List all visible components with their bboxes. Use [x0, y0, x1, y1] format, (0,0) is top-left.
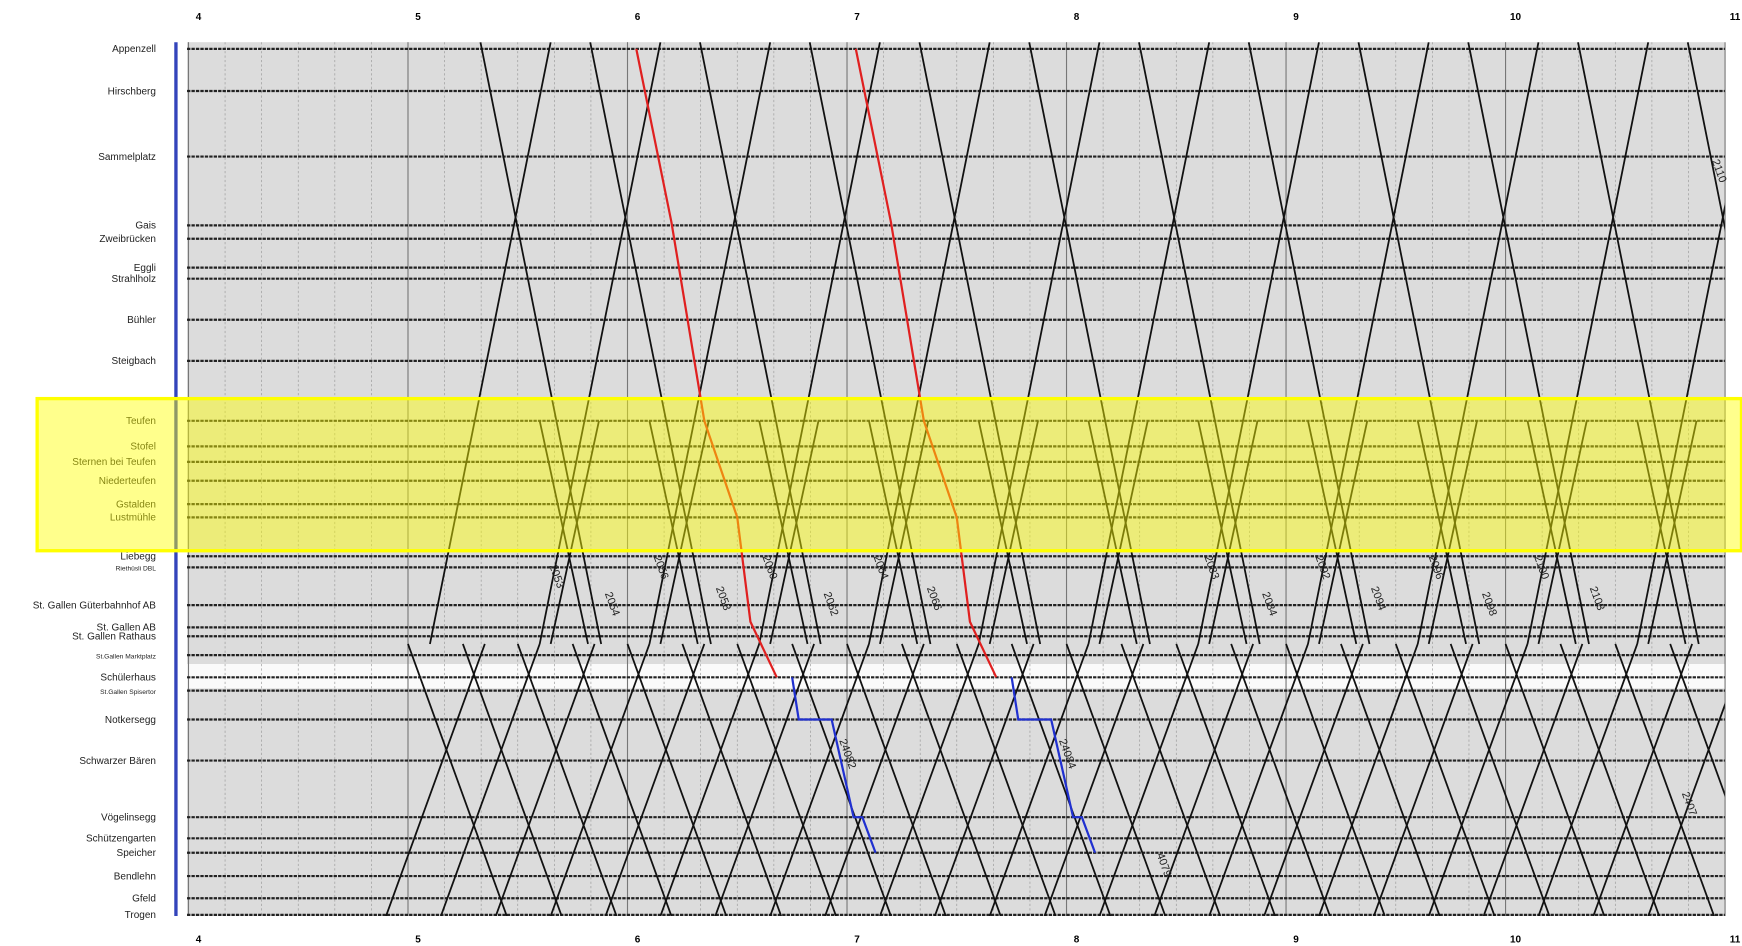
train-graph: 4 4 5 5 6 6 7 7 8 8 9 9 10 10 11 11 Appenzell Hirschberg S… [0, 0, 1742, 946]
station-label: Bendlehn [114, 871, 156, 882]
station-label: Appenzell [112, 44, 156, 55]
page: {"chart_data":{"type":"train-graph", "ho… [0, 0, 1742, 946]
station-label: St.Gallen Spisertor [100, 689, 157, 696]
station-label: Vögelinsegg [101, 813, 156, 824]
hour-label: 6 [635, 12, 641, 23]
station-label: Schwarzer Bären [79, 756, 156, 767]
hour-label: 7 [854, 12, 860, 23]
hour-label: 4 [196, 12, 202, 23]
hour-label: 7 [854, 935, 860, 946]
station-label: Schützengarten [86, 834, 156, 845]
station-label: Eggli [134, 263, 156, 274]
hour-label: 5 [415, 935, 421, 946]
hour-label: 9 [1293, 935, 1299, 946]
station-label: Schülerhaus [100, 673, 156, 684]
station-label: Trogen [125, 910, 156, 921]
hour-label: 8 [1074, 935, 1080, 946]
station-label: Speicher [117, 848, 157, 859]
hour-label: 11 [1730, 935, 1741, 946]
station-label: Riethüsli DBL [116, 566, 157, 573]
hour-label: 8 [1074, 12, 1080, 23]
station-label: Sammelplatz [98, 152, 156, 163]
station-label: Gais [135, 221, 156, 232]
station-label: St. Gallen Güterbahnhof AB [33, 600, 157, 611]
station-label: Gfeld [132, 894, 156, 905]
station-label: Steigbach [112, 356, 156, 367]
highlight [37, 399, 1741, 551]
hour-label: 5 [415, 12, 421, 23]
hour-label: 6 [635, 935, 641, 946]
hour-label: 10 [1510, 935, 1522, 946]
station-label: Notkersegg [105, 715, 156, 726]
station-label: St.Gallen Marktplatz [96, 653, 156, 660]
hour-label: 9 [1293, 12, 1299, 23]
hour-label: 10 [1510, 12, 1522, 23]
station-label: Strahlholz [112, 274, 156, 285]
station-label: Bühler [127, 315, 157, 326]
station-label: Zweibrücken [99, 234, 156, 245]
hour-label: 4 [196, 935, 202, 946]
station-label: Hirschberg [108, 86, 156, 97]
station-label: St. Gallen Rathaus [72, 632, 156, 643]
hour-label: 11 [1730, 12, 1741, 23]
station-label: Liebegg [120, 552, 156, 563]
